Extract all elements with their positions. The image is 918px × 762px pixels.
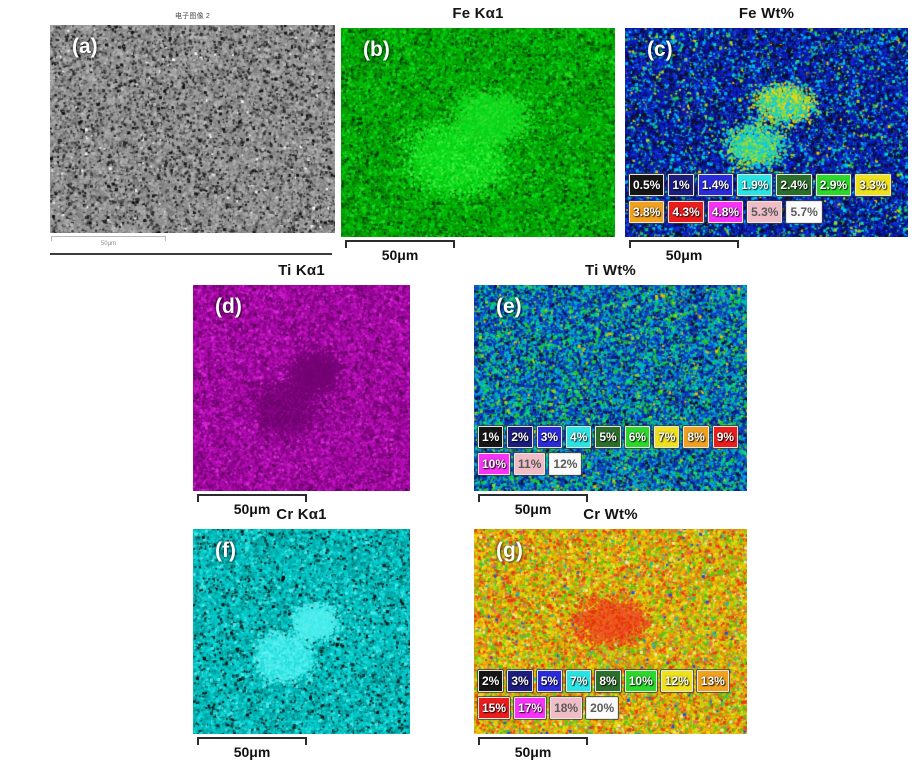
legend-chip: 7%: [566, 670, 591, 692]
legend-chip: 1.9%: [737, 174, 772, 196]
legend-chip: 7%: [654, 426, 679, 448]
ti-ka1-map: (d): [193, 285, 410, 491]
panel-d-label: (d): [215, 295, 242, 319]
scale-bar: 50μm: [478, 737, 588, 760]
legend-chip: 1.4%: [698, 174, 733, 196]
fe-ka1-map: (b): [341, 28, 615, 237]
panel-b-label: (b): [363, 38, 390, 62]
legend-chip: 2.4%: [776, 174, 811, 196]
legend-chip: 8%: [683, 426, 708, 448]
legend-chip: 18%: [550, 697, 582, 719]
panel-a-label: (a): [72, 35, 98, 59]
legend-chip: 13%: [697, 670, 729, 692]
panel-a-title: 电子图像 2: [50, 11, 335, 21]
panel-b-title: Fe Kα1: [341, 5, 615, 22]
legend-chip: 2%: [507, 426, 532, 448]
legend-chip: 1%: [478, 426, 503, 448]
legend-row: 0.5% 1% 1.4% 1.9% 2.4% 2.9% 3.3%: [629, 174, 891, 196]
scale-bar: 50μm: [629, 240, 739, 263]
fe-wt-legend: 0.5% 1% 1.4% 1.9% 2.4% 2.9% 3.3% 3.8% 4.3% 4.8% 5.…: [629, 174, 891, 228]
scale-text: 50μm: [629, 248, 739, 263]
legend-chip: 17%: [514, 697, 546, 719]
scale-text: 50μm: [197, 745, 307, 760]
legend-chip: 0.5%: [629, 174, 664, 196]
cr-ka1-map: (f): [193, 529, 410, 734]
legend-chip: 5%: [537, 670, 562, 692]
legend-chip: 3.8%: [629, 201, 664, 223]
ti-wt-legend: 1% 2% 3% 4% 5% 6% 7% 8% 9% 10% 11% 12%: [478, 426, 738, 480]
legend-chip: 20%: [586, 697, 618, 719]
legend-chip: 3.3%: [855, 174, 890, 196]
scale-text: 50μm: [345, 248, 455, 263]
legend-chip: 10%: [625, 670, 657, 692]
legend-row: 3.8% 4.3% 4.8% 5.3% 5.7%: [629, 201, 891, 223]
panel-fe-wt: Fe Wt% (c) 0.5% 1% 1.4% 1.9% 2.4% 2.9% 3.3% 3.8…: [625, 28, 908, 237]
panel-fe-ka1: Fe Kα1 (b) 50μm: [341, 28, 615, 237]
legend-chip: 12%: [661, 670, 693, 692]
legend-chip: 4.8%: [708, 201, 743, 223]
legend-chip: 5.3%: [747, 201, 782, 223]
legend-chip: 2%: [478, 670, 503, 692]
legend-chip: 5.7%: [786, 201, 821, 223]
panel-cr-wt: Cr Wt% (g) 2% 3% 5% 7% 8% 10% 12% 13% 15% 17% 18% 2…: [474, 529, 747, 734]
panel-c-label: (c): [647, 38, 673, 62]
ti-wt-map: (e) 1% 2% 3% 4% 5% 6% 7% 8% 9% 10% 11% 12%: [474, 285, 747, 491]
scale-text: 50μm: [478, 502, 588, 517]
legend-chip: 3%: [507, 670, 532, 692]
panel-e-label: (e): [496, 295, 522, 319]
legend-chip: 12%: [549, 453, 581, 475]
cr-wt-map: (g) 2% 3% 5% 7% 8% 10% 12% 13% 15% 17% 18% 20%: [474, 529, 747, 734]
scale-text: 50μm: [478, 745, 588, 760]
eds-mapping-figure: 电子图像 2 (a) 50μm Fe Kα1 (b) 50μm Fe Wt% (…: [0, 0, 918, 762]
panel-ti-ka1: Ti Kα1 (d) 50μm: [193, 285, 410, 491]
legend-chip: 4%: [566, 426, 591, 448]
legend-chip: 10%: [478, 453, 510, 475]
legend-chip: 4.3%: [668, 201, 703, 223]
scale-text: 50μm: [197, 502, 307, 517]
legend-chip: 3%: [537, 426, 562, 448]
panel-sem-electron-image: 电子图像 2 (a) 50μm: [50, 25, 335, 233]
panel-e-title: Ti Wt%: [474, 262, 747, 279]
legend-row: 10% 11% 12%: [478, 453, 738, 475]
legend-chip: 8%: [595, 670, 620, 692]
scale-bar: 50μm: [197, 494, 307, 517]
legend-chip: 1%: [668, 174, 693, 196]
legend-row: 2% 3% 5% 7% 8% 10% 12% 13%: [478, 670, 729, 692]
sem-image: (a): [50, 25, 335, 233]
legend-chip: 6%: [625, 426, 650, 448]
sem-scale-bar: 50μm: [51, 236, 166, 248]
fe-wt-map: (c) 0.5% 1% 1.4% 1.9% 2.4% 2.9% 3.3% 3.8% 4.3% 4.…: [625, 28, 908, 237]
legend-chip: 2.9%: [816, 174, 851, 196]
legend-row: 1% 2% 3% 4% 5% 6% 7% 8% 9%: [478, 426, 738, 448]
panel-cr-ka1: Cr Kα1 (f) 50μm: [193, 529, 410, 734]
panel-g-label: (g): [496, 539, 523, 563]
panel-c-title: Fe Wt%: [625, 5, 908, 22]
legend-chip: 9%: [713, 426, 738, 448]
legend-row: 15% 17% 18% 20%: [478, 697, 729, 719]
legend-chip: 11%: [514, 453, 545, 475]
panel-d-title: Ti Kα1: [193, 262, 410, 279]
panel-f-label: (f): [215, 539, 236, 563]
legend-chip: 5%: [595, 426, 620, 448]
panel-ti-wt: Ti Wt% (e) 1% 2% 3% 4% 5% 6% 7% 8% 9% 10% 11% 12% 5…: [474, 285, 747, 491]
scale-bar: 50μm: [345, 240, 455, 263]
scale-bar: 50μm: [478, 494, 588, 517]
legend-chip: 15%: [478, 697, 510, 719]
sem-scale-text: 50μm: [51, 241, 166, 248]
cr-wt-legend: 2% 3% 5% 7% 8% 10% 12% 13% 15% 17% 18% 20%: [478, 670, 729, 724]
sem-bottom-rule: [50, 253, 332, 255]
scale-bar: 50μm: [197, 737, 307, 760]
